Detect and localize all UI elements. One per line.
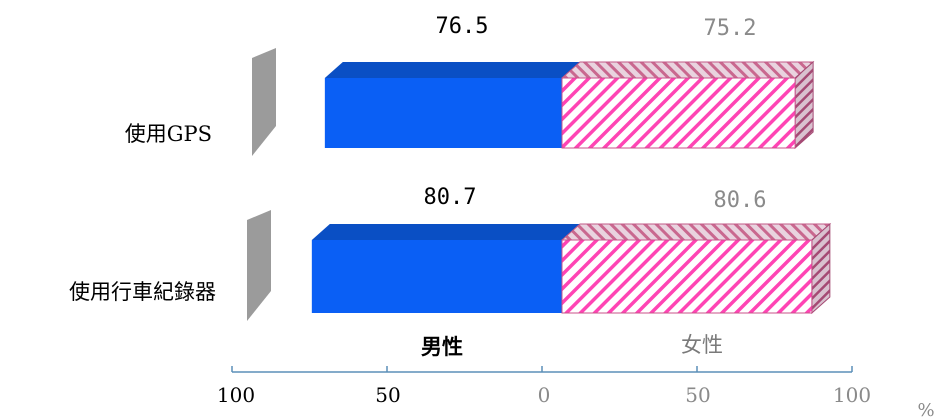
male-value-label: 76.5 xyxy=(436,14,489,39)
x-tick-label: 0 xyxy=(538,383,551,407)
row-bracket xyxy=(252,48,276,156)
x-tick-label: 100 xyxy=(217,383,255,407)
female-value-label: 75.2 xyxy=(704,16,757,41)
x-tick-label: 50 xyxy=(375,383,400,407)
bar-male-top xyxy=(324,62,580,78)
x-axis-unit: % xyxy=(917,400,934,418)
row-bracket xyxy=(247,210,271,321)
chart-marks xyxy=(247,48,832,321)
bar-female xyxy=(561,77,796,149)
bar-male xyxy=(324,78,562,148)
x-tick-label: 50 xyxy=(685,383,710,407)
bar-female-side xyxy=(811,222,831,315)
legend-male-label: 男性 xyxy=(421,334,463,359)
female-value-label: 80.6 xyxy=(714,188,767,213)
bar-female-top xyxy=(560,223,832,241)
male-value-label: 80.7 xyxy=(424,185,477,210)
bar-male xyxy=(311,240,562,313)
bar-male-top xyxy=(311,224,580,240)
bar-female-top xyxy=(560,61,815,79)
legend-female-label: 女性 xyxy=(681,333,723,357)
category-label: 使用GPS xyxy=(125,122,212,146)
x-tick-label: 100 xyxy=(833,383,871,407)
category-label: 使用行車紀錄器 xyxy=(69,280,216,304)
bar-female xyxy=(561,239,813,314)
